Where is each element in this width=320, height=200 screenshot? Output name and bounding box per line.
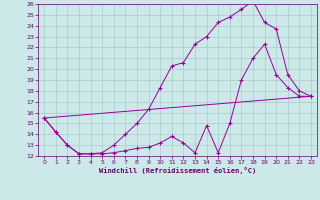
X-axis label: Windchill (Refroidissement éolien,°C): Windchill (Refroidissement éolien,°C) — [99, 167, 256, 174]
